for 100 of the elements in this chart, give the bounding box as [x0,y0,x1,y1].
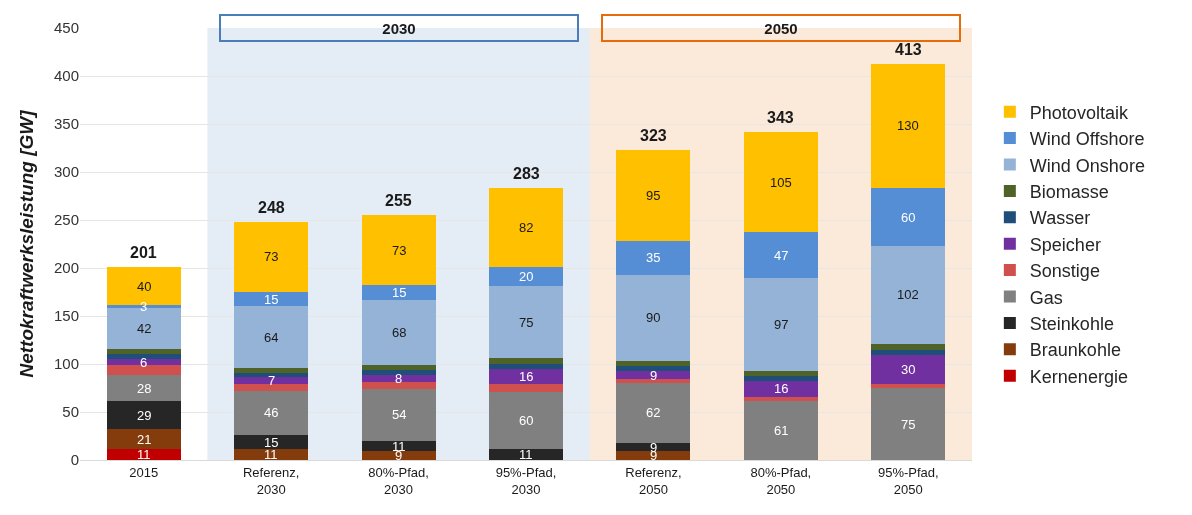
data-label: 3 [140,299,148,314]
data-label: 16 [519,369,534,384]
data-label: 130 [897,118,919,133]
bar [106,354,181,360]
y-tick-label: 400 [53,67,79,85]
x-tick-label: 95%-Pfad, 2030 [495,464,557,497]
data-label: 28 [137,381,152,396]
bar [616,365,691,371]
legend-label: Speicher [1029,234,1101,255]
bar [234,435,309,450]
x-tick-label: 80%-Pfad, 2050 [750,464,812,497]
bar [234,390,309,436]
bar [743,376,818,382]
y-tick-label: 0 [70,451,79,469]
bar [489,286,563,359]
legend-label: Wind Offshore [1029,129,1145,150]
bar [106,449,181,460]
bar [234,449,309,460]
bar [361,369,436,375]
band-label: 2050 [764,19,798,37]
total-label: 413 [895,41,922,58]
y-tick-label: 350 [53,115,79,133]
data-label: 42 [137,321,152,336]
y-tick-label: 250 [53,211,79,229]
data-label: 6 [140,355,148,370]
data-label: 75 [519,315,534,330]
total-label: 255 [385,192,412,209]
bar [616,149,691,242]
data-label: 73 [264,249,279,264]
bar [489,384,563,392]
legend-label: Kernenergie [1029,366,1128,387]
legend-label: Photovoltaik [1029,102,1129,123]
bar [616,361,691,366]
bar [361,382,436,389]
data-label: 7 [268,373,276,388]
data-label: 90 [646,310,661,325]
band-label: 2030 [382,19,416,37]
data-label: 11 [264,447,278,462]
bar [234,306,309,368]
y-tick-label: 300 [53,163,79,181]
data-label: 68 [392,325,407,340]
data-label: 75 [901,417,916,432]
bar [234,221,309,292]
y-axis-title: Nettokraftwerksleistung [GW] [15,109,37,378]
bar [871,63,946,189]
bar [616,383,691,443]
total-label: 283 [513,165,540,182]
bar [234,292,309,307]
data-label: 15 [264,435,279,450]
bar [106,401,181,430]
bar [489,188,563,268]
y-tick-label: 50 [62,403,79,421]
bar [871,384,946,388]
y-tick-label: 100 [53,355,79,373]
data-label: 35 [646,250,661,265]
data-label: 30 [901,362,916,377]
bar [871,355,946,385]
bar [743,401,818,460]
legend-label: Sonstige [1029,261,1100,282]
data-label: 46 [264,405,279,420]
bar [361,364,436,370]
data-label: 16 [774,381,789,396]
data-label: 29 [137,408,152,423]
bar [234,384,309,391]
legend-label: Biomasse [1029,181,1109,202]
bar [361,299,436,365]
bar [489,449,563,460]
data-label: 62 [646,405,661,420]
bar [106,429,181,450]
bar [616,379,691,384]
bar [616,274,691,362]
bar [616,451,691,460]
data-label: 64 [264,330,279,345]
data-label: 8 [395,371,403,386]
data-label: 40 [137,279,152,294]
y-tick-label: 200 [53,259,79,277]
x-tick-label: 80%-Pfad, 2030 [368,464,429,497]
data-label: 11 [519,447,533,462]
data-label: 15 [264,292,279,307]
legend-label: Wind Onshore [1029,155,1145,176]
data-label: 20 [519,269,534,284]
total-label: 248 [258,199,285,216]
bar [489,358,563,364]
data-label: 9 [650,368,658,383]
bar [106,374,181,402]
data-label: 15 [392,285,407,300]
legend-label: Braunkohle [1029,340,1121,361]
data-label: 82 [519,220,534,235]
bar [871,343,946,350]
bar [489,267,563,287]
data-label: 105 [770,175,792,190]
total-label: 323 [640,127,667,144]
bar [871,245,946,344]
bar [234,367,309,373]
total-label: 201 [130,244,157,261]
bar [361,215,436,286]
data-label: 97 [774,317,789,332]
data-label: 61 [774,423,789,438]
data-label: 73 [392,243,407,258]
data-label: 21 [137,432,152,447]
